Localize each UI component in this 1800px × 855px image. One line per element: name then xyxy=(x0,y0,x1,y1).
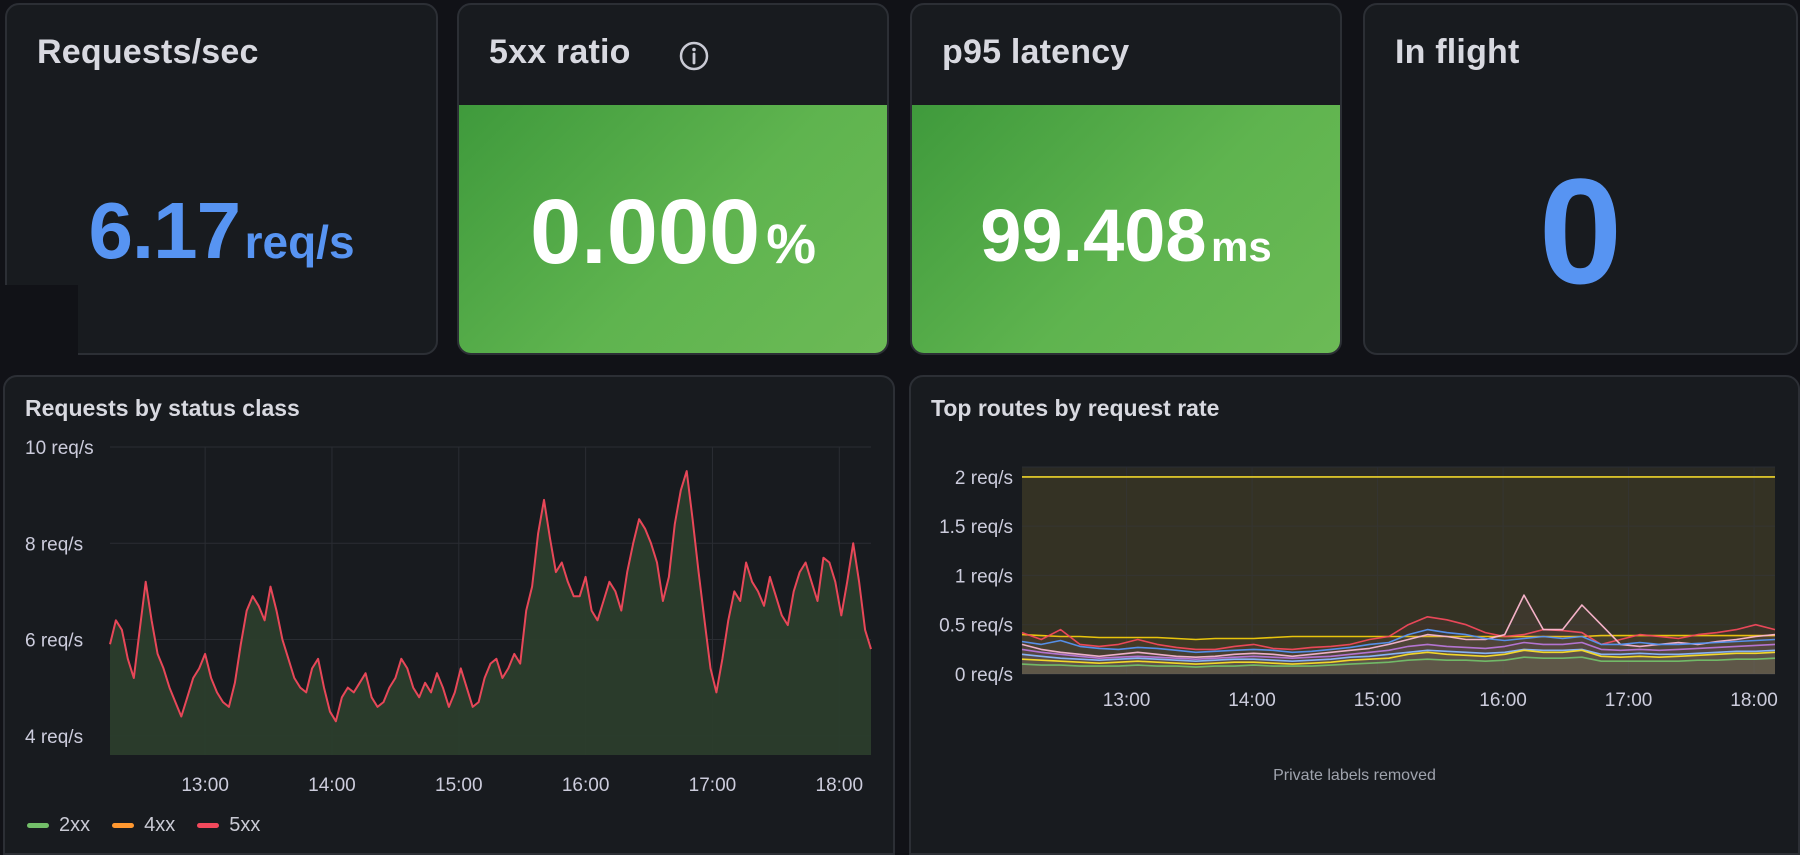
x-tick-label: 14:00 xyxy=(308,775,356,796)
stat-value: 99.408 ms xyxy=(912,193,1340,278)
series-line xyxy=(1021,628,1776,654)
legend-label: 5xx xyxy=(229,814,261,836)
x-tick-label: 17:00 xyxy=(689,775,737,796)
y-tick-label: 1.5 req/s xyxy=(939,517,1013,538)
stat-panel-5xx-ratio[interactable]: 5xx ratio 0.000% xyxy=(457,3,889,355)
routes-chart[interactable]: 0 req/s 0.5 req/s 1 req/s 1.5 req/s 2 req/s 1… xyxy=(911,447,1800,787)
series-line xyxy=(1021,648,1776,662)
stat-panel-in-flight[interactable]: In flight 0 xyxy=(1363,3,1798,355)
stat-value: 6.17 req/s xyxy=(7,185,436,277)
x-tick-label: 14:00 xyxy=(1228,690,1276,711)
stat-panel-p95-latency[interactable]: p95 latency 99.408 ms xyxy=(910,3,1342,355)
y-tick-label: 0 req/s xyxy=(955,665,1013,686)
x-tick-label: 13:00 xyxy=(1103,690,1151,711)
series-area xyxy=(1022,476,1775,674)
y-tick-label: 0.5 req/s xyxy=(939,616,1013,637)
legend-label: 2xx xyxy=(59,814,91,836)
stat-title: In flight xyxy=(1395,33,1520,71)
stat-value: 0.000% xyxy=(459,180,887,285)
x-tick-label: 16:00 xyxy=(562,775,610,796)
stat-number: 0.000 xyxy=(529,181,761,283)
series-area xyxy=(110,471,871,755)
stat-unit: req/s xyxy=(244,216,355,268)
plot-background xyxy=(1022,467,1775,674)
stat-title: Requests/sec xyxy=(37,33,259,71)
series-area xyxy=(1022,657,1775,674)
stat-background-green xyxy=(912,105,1340,353)
x-tick-label: 18:00 xyxy=(1730,690,1778,711)
stat-unit: % xyxy=(766,212,817,275)
legend-swatch xyxy=(197,823,220,828)
series-line xyxy=(1021,649,1776,665)
stat-background-green xyxy=(459,105,887,353)
edge-notch xyxy=(0,285,78,355)
y-tick-label: 6 req/s xyxy=(25,631,83,652)
y-tick-label: 4 req/s xyxy=(25,727,83,748)
panel-title: Requests by status class xyxy=(25,395,300,421)
series-line xyxy=(1021,641,1776,660)
x-tick-label: 15:00 xyxy=(1354,690,1402,711)
legend-swatch xyxy=(112,823,135,828)
legend-label: 4xx xyxy=(144,814,176,836)
x-tick-label: 16:00 xyxy=(1479,690,1527,711)
legend-item-2xx[interactable]: 2xx xyxy=(27,814,90,837)
stat-number: 99.408 xyxy=(980,194,1207,277)
x-tick-label: 15:00 xyxy=(435,775,483,796)
panel-requests-by-status[interactable]: Requests by status class 4 req/s 6 req/s 8… xyxy=(3,375,895,855)
status-chart[interactable]: 4 req/s 6 req/s 8 req/s 10 req/s 13:00 14:00 1… xyxy=(5,417,895,837)
series-line xyxy=(1021,656,1776,668)
legend-item-4xx[interactable]: 4xx xyxy=(112,814,175,837)
stat-title: 5xx ratio xyxy=(489,33,631,71)
series-line xyxy=(109,470,872,723)
stat-number: 6.17 xyxy=(88,186,241,275)
info-circle-icon[interactable] xyxy=(679,41,709,71)
x-tick-label: 18:00 xyxy=(816,775,864,796)
legend-swatch xyxy=(27,823,49,828)
legend-item-5xx[interactable]: 5xx xyxy=(197,814,260,837)
y-tick-label: 10 req/s xyxy=(25,438,94,459)
chart-legend: 2xx 4xx 5xx xyxy=(27,814,260,837)
stat-title: p95 latency xyxy=(942,33,1130,71)
y-tick-label: 2 req/s xyxy=(955,468,1013,489)
panel-top-routes[interactable]: Top routes by request rate 0 req/s 0.5 re… xyxy=(909,375,1800,855)
stat-number: 0 xyxy=(1538,147,1623,315)
y-tick-label: 1 req/s xyxy=(955,566,1013,587)
series-line xyxy=(1021,594,1776,658)
series-area xyxy=(1022,650,1775,674)
panel-title: Top routes by request rate xyxy=(931,395,1220,421)
y-tick-label: 8 req/s xyxy=(25,534,83,555)
stat-value: 0 xyxy=(1365,145,1796,318)
stat-unit: ms xyxy=(1211,223,1272,270)
private-labels-note: Private labels removed xyxy=(1273,767,1436,784)
series-area xyxy=(1022,595,1775,674)
x-tick-label: 17:00 xyxy=(1605,690,1653,711)
series-line xyxy=(1021,616,1776,651)
x-tick-label: 13:00 xyxy=(181,775,229,796)
